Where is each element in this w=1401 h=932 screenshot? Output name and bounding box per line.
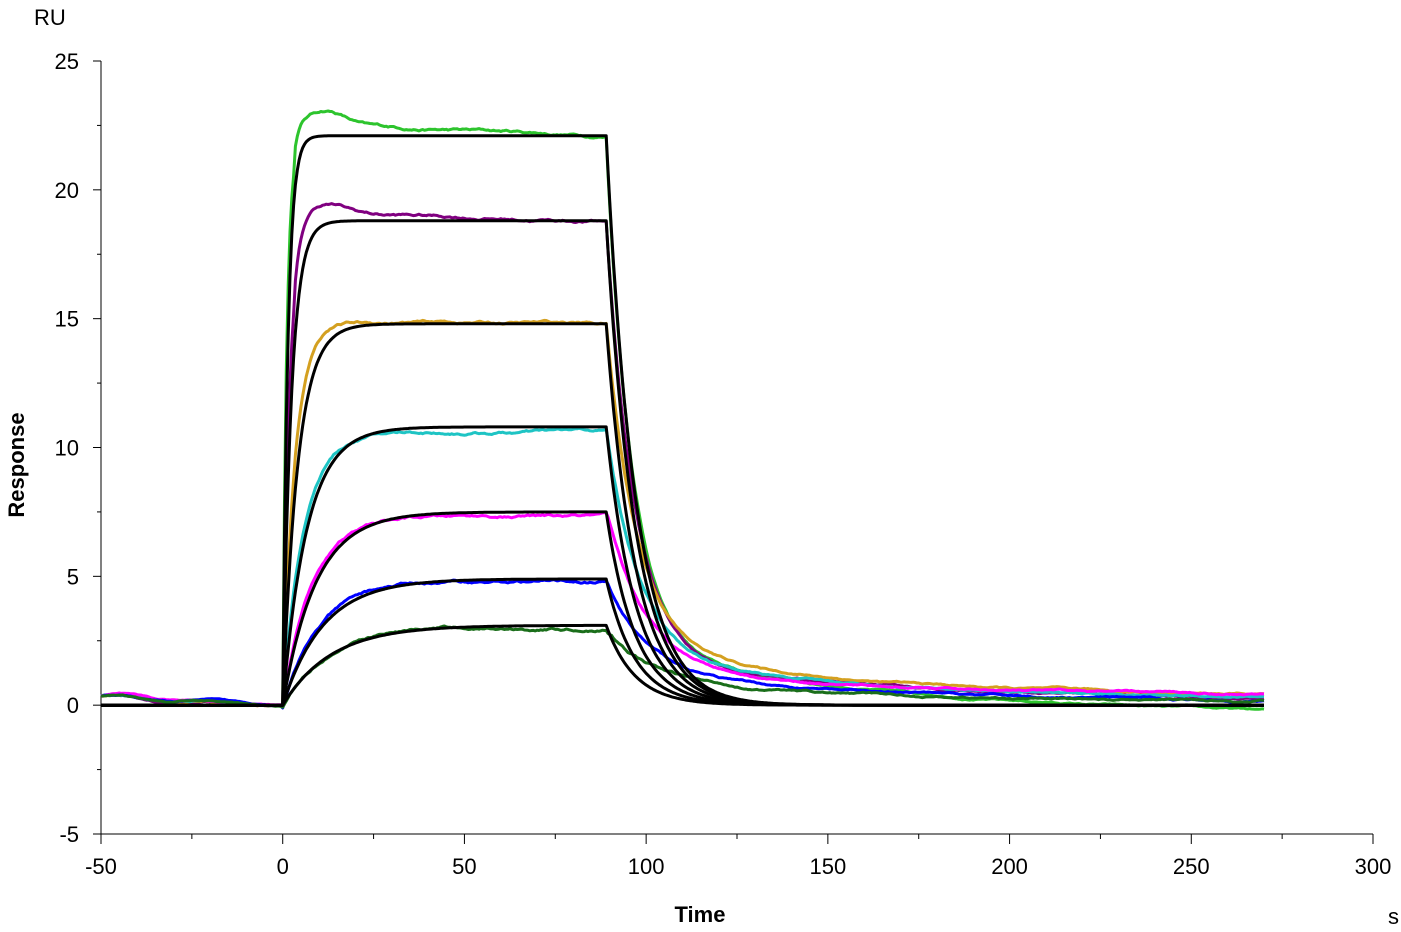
x-axis-title: Time <box>675 902 726 927</box>
x-tick-label: -50 <box>85 854 117 879</box>
x-tick-label: 0 <box>277 854 289 879</box>
measured-curve-1 <box>100 109 1265 711</box>
curves <box>100 109 1265 711</box>
y-unit-label: RU <box>34 5 66 30</box>
x-tick-label: 200 <box>991 854 1028 879</box>
y-tick-label: 20 <box>55 178 79 203</box>
x-tick-label: 300 <box>1355 854 1392 879</box>
y-tick-label: 5 <box>67 564 79 589</box>
x-tick-label: 150 <box>809 854 846 879</box>
y-tick-label: -5 <box>59 822 79 847</box>
x-tick-label: 100 <box>628 854 665 879</box>
measured-curve-3 <box>101 318 1265 708</box>
y-tick-label: 0 <box>67 693 79 718</box>
labels: RU s Time Response <box>4 5 1399 929</box>
fit-curve-7 <box>101 623 1264 707</box>
y-tick-label: 15 <box>55 307 79 332</box>
y-axis-title: Response <box>4 412 29 517</box>
y-tick-label: 25 <box>55 49 79 74</box>
x-tick-label: 250 <box>1173 854 1210 879</box>
x-tick-label: 50 <box>452 854 476 879</box>
fit-curve-3 <box>101 322 1264 707</box>
measured-curve-4 <box>100 426 1265 708</box>
x-unit-label: s <box>1388 904 1399 929</box>
fit-curve-1 <box>101 134 1264 707</box>
y-tick-label: 10 <box>55 436 79 461</box>
